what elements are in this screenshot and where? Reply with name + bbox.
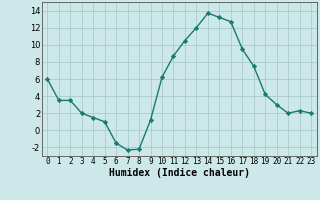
X-axis label: Humidex (Indice chaleur): Humidex (Indice chaleur) (109, 168, 250, 178)
